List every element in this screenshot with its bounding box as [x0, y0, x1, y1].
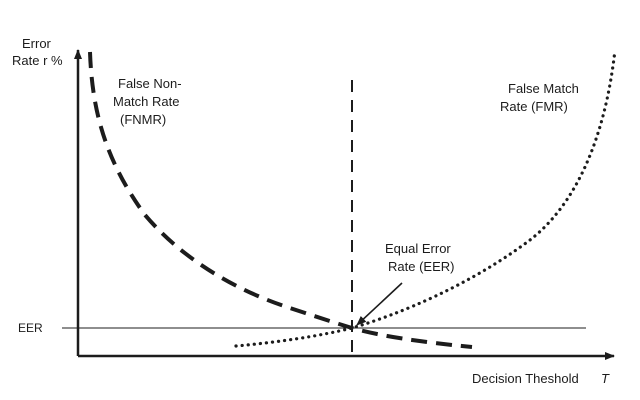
- eer-callout-line2: Rate (EER): [388, 259, 454, 274]
- fnmr-label-line3: (FNMR): [120, 112, 166, 127]
- fmr-label-line2: Rate (FMR): [500, 99, 568, 114]
- eer-tick-label: EER: [18, 321, 43, 335]
- y-axis-label-line1: Error: [22, 36, 52, 51]
- eer-callout-arrow: [356, 282, 403, 326]
- y-axis-label-line2: Rate r %: [12, 53, 63, 68]
- fnmr-curve: [88, 51, 473, 349]
- fmr-label-line1: False Match: [508, 81, 579, 96]
- fnmr-label-line2: Match Rate: [113, 94, 179, 109]
- x-axis-label: Decision Theshold: [472, 371, 579, 386]
- x-axis-symbol: T: [601, 371, 610, 386]
- fmr-curve: [234, 48, 617, 348]
- fnmr-label-line1: False Non-: [118, 76, 182, 91]
- eer-callout-line1: Equal Error: [385, 241, 451, 256]
